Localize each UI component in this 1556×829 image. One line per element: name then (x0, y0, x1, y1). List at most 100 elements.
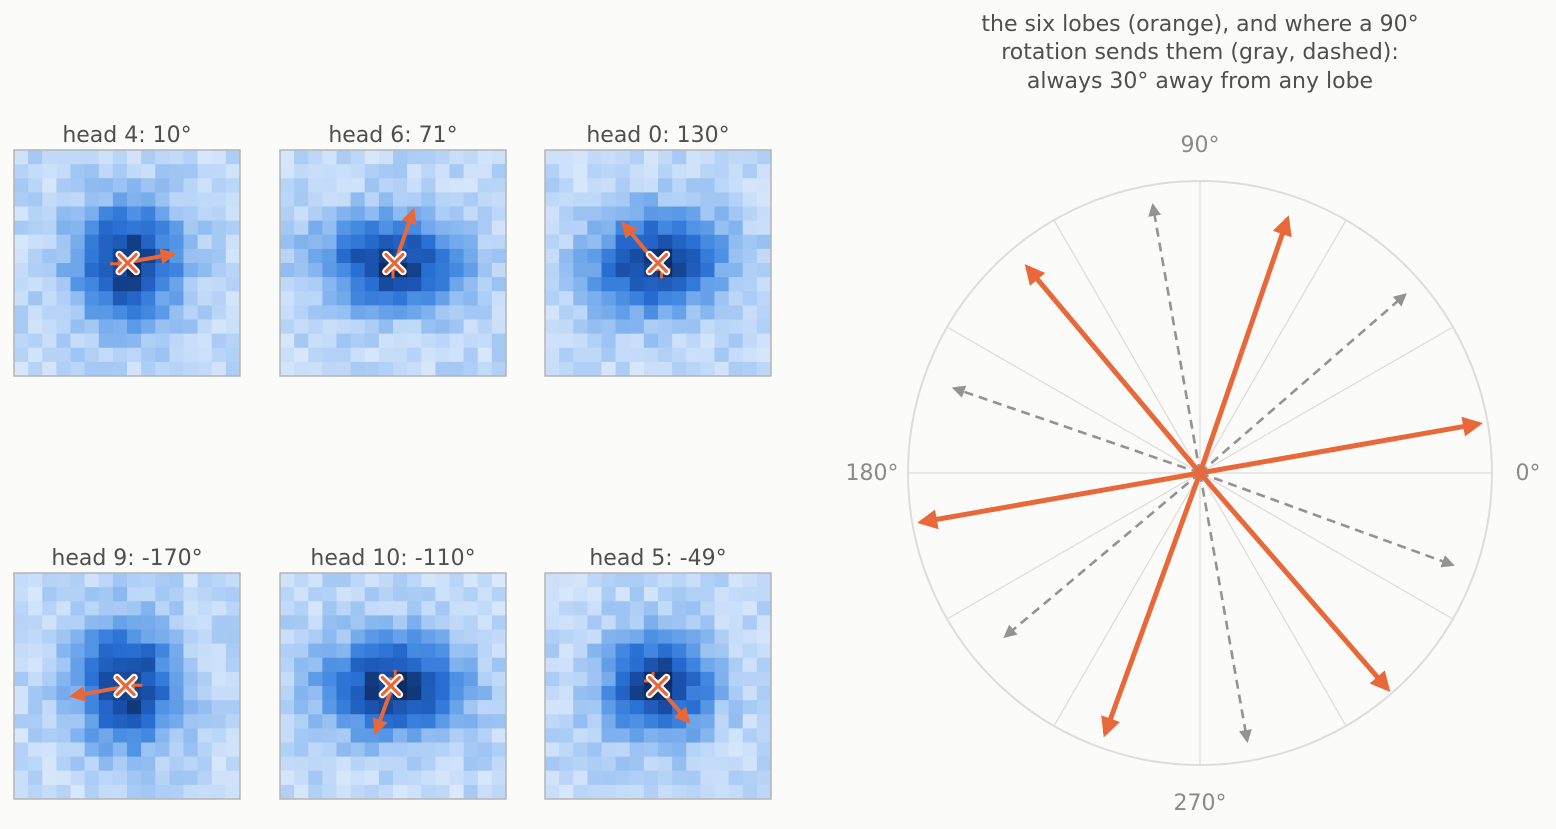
heatmap-cell (714, 164, 730, 179)
heatmap-cell (407, 164, 422, 179)
heatmap-cell (601, 164, 617, 179)
heatmap-cell (672, 629, 687, 645)
heatmap-cell (56, 291, 71, 306)
heatmap-cell (728, 347, 744, 363)
heatmap-cell (378, 192, 394, 207)
heatmap-cell (477, 643, 493, 659)
heatmap-cell (756, 742, 772, 758)
heatmap-cell (98, 671, 114, 687)
heatmap-cell (112, 601, 128, 616)
heatmap-cell (700, 671, 715, 687)
heatmap-cell (714, 248, 730, 264)
heatmap-cell (559, 347, 574, 363)
heatmap-cell (98, 742, 114, 758)
polar-title-line-2: rotation sends them (gray, dashed): (1001, 40, 1399, 65)
heatmap-grid: head 4: 10° head 6: 71° head 0: 130°head 9… (13, 123, 772, 800)
heatmap-cell (545, 629, 560, 645)
heatmap-cell (70, 305, 86, 320)
heatmap-cell (28, 756, 43, 772)
heatmap-cell (601, 686, 617, 701)
heatmap-cell (42, 164, 57, 179)
heatmap-cell (294, 291, 309, 306)
heatmap-cell (308, 587, 323, 602)
heatmap-cell (56, 234, 71, 250)
heatmap-cell (350, 164, 366, 179)
rotated-arrows (951, 203, 1455, 743)
heatmap-cell (280, 573, 295, 588)
heatmap-cell (183, 686, 199, 701)
heatmap-cell (629, 587, 645, 602)
heatmap-cell (545, 770, 560, 786)
rotated-arrow (1003, 472, 1201, 638)
heatmap-cell (742, 587, 758, 602)
heatmap-cell (98, 291, 114, 306)
heatmap-cell (98, 178, 114, 193)
heatmap-cell (449, 164, 465, 179)
lobe-arrow (1198, 471, 1391, 692)
heatmap-cell (322, 291, 337, 306)
heatmap-cell (491, 573, 507, 588)
heatmap-cell (700, 714, 715, 729)
heatmap-cell (756, 615, 772, 630)
heatmap-cell (643, 770, 659, 786)
heatmap-cell (615, 657, 631, 673)
heatmap-cell (280, 305, 295, 320)
heatmap-cell (322, 347, 337, 363)
heatmap-cell (714, 615, 730, 630)
heatmap-cell (407, 714, 422, 729)
heatmap-cell (463, 700, 479, 715)
heatmap-cell (225, 150, 241, 165)
heatmap-cell (183, 291, 199, 306)
heatmap-cell (393, 164, 408, 179)
heatmap-cell (155, 305, 170, 320)
heatmap-cell (211, 206, 227, 222)
heatmap-cell (421, 291, 436, 306)
heatmap-cell (322, 150, 337, 165)
heatmap-cell (70, 643, 86, 659)
heatmap-cell (449, 192, 465, 207)
heatmap-cell (407, 671, 422, 687)
heatmap-cell (545, 700, 560, 715)
heatmap-cell (491, 770, 507, 786)
heatmap-cell (364, 629, 380, 645)
heatmap-cell (658, 742, 673, 758)
heatmap-cell (491, 700, 507, 715)
heatmap-cell (491, 220, 507, 236)
heatmap-cell (280, 361, 295, 377)
heatmap-cell (658, 333, 673, 349)
heatmap-cell (336, 728, 352, 743)
heatmap-cell (197, 150, 213, 165)
heatmap-cell (615, 150, 631, 165)
heatmap-cell (14, 248, 29, 264)
heatmap-cell (155, 192, 170, 207)
heatmap-cell (700, 150, 715, 165)
heatmap-cell (491, 333, 507, 349)
heatmap-cell (183, 347, 199, 363)
heatmap-cell (559, 573, 574, 588)
heatmap-cell (28, 277, 43, 292)
heatmap-cell (225, 601, 241, 616)
heatmap-cell (728, 756, 744, 772)
heatmap-cell (350, 615, 366, 630)
heatmap-cell (197, 206, 213, 222)
heatmap-cell (197, 573, 213, 588)
heatmap-cells (545, 150, 772, 377)
heatmap-cell (98, 164, 114, 179)
heatmap-cell (421, 164, 436, 179)
heatmap-cell (169, 361, 184, 377)
heatmap-cell (491, 601, 507, 616)
heatmap-cell (573, 192, 588, 207)
heatmap-cell (672, 657, 687, 673)
heatmap-cell (601, 770, 617, 786)
heatmap-cell (449, 291, 465, 306)
heatmap-cell (42, 728, 57, 743)
heatmap-cell (112, 192, 128, 207)
heatmap-cell (14, 671, 29, 687)
heatmap-cell (336, 234, 352, 250)
heatmap-cell (56, 220, 71, 236)
heatmap-cell (127, 714, 142, 729)
heatmap-cell (211, 361, 227, 377)
heatmap-cell (573, 248, 588, 264)
heatmap-cell (155, 742, 170, 758)
heatmap-cell (601, 700, 617, 715)
